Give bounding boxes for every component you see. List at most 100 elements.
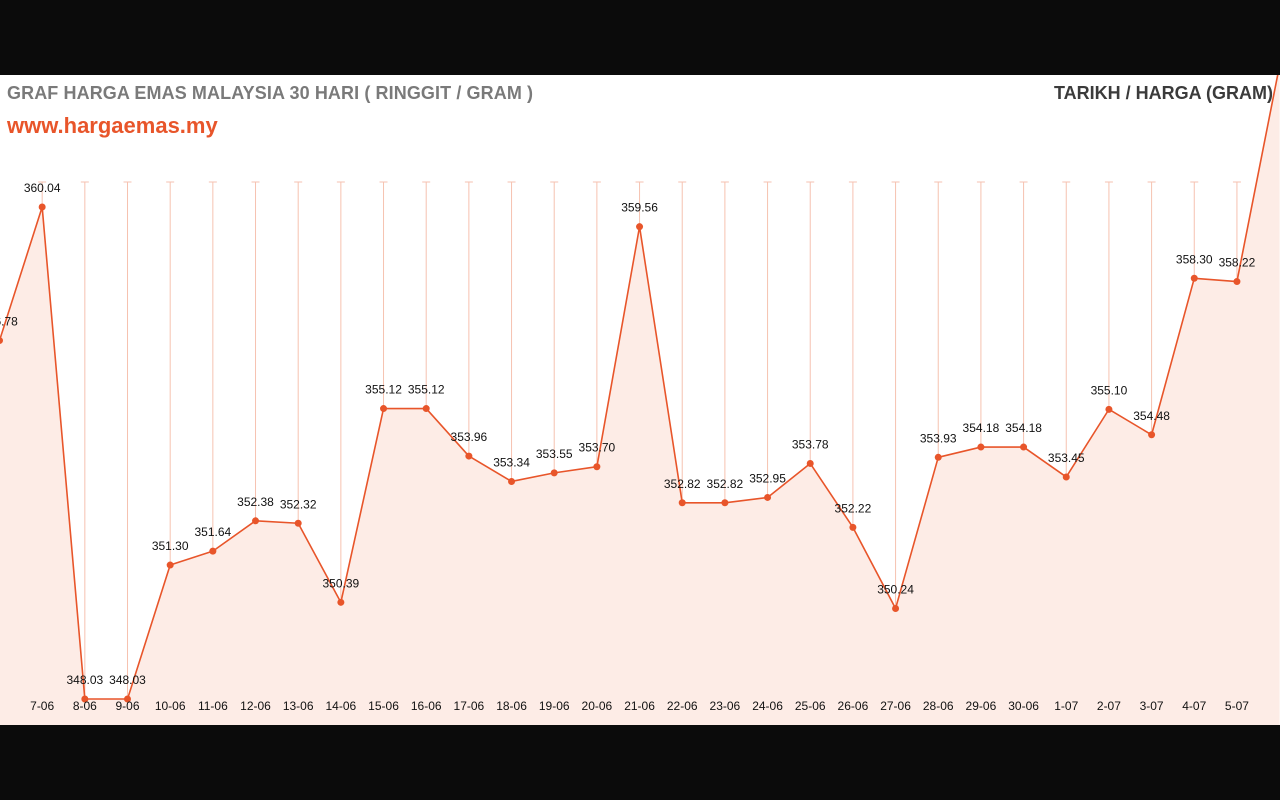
x-tick-label-17: 23-06 (710, 699, 741, 713)
data-point-17 (721, 499, 729, 507)
value-label-21: 350.24 (877, 582, 914, 596)
x-tick-label-28: 4-07 (1182, 699, 1206, 713)
value-labels-layer: 356.78 360.04 348.03 348.03 351.30 351.64 352.… (0, 181, 1256, 687)
value-label-3: 348.03 (109, 673, 146, 687)
data-point-8 (337, 598, 345, 606)
value-label-26: 355.10 (1091, 383, 1128, 397)
site-link[interactable]: www.hargaemas.my (7, 113, 218, 138)
data-points-layer (0, 203, 1241, 703)
value-label-20: 352.22 (835, 501, 872, 515)
x-tick-label-15: 21-06 (624, 699, 655, 713)
value-label-1: 360.04 (24, 181, 61, 195)
x-tick-label-18: 24-06 (752, 699, 783, 713)
data-point-9 (380, 405, 388, 413)
value-label-7: 352.32 (280, 497, 317, 511)
x-tick-label-7: 13-06 (283, 699, 314, 713)
area-fill (0, 75, 1280, 725)
x-tick-label-21: 27-06 (880, 699, 911, 713)
data-point-21 (892, 604, 900, 612)
value-label-5: 351.64 (194, 525, 231, 539)
value-label-28: 358.30 (1176, 252, 1213, 266)
data-point-3 (124, 695, 132, 703)
x-tick-label-2: 8-06 (73, 699, 97, 713)
value-label-8: 350.39 (323, 576, 360, 590)
data-point-14 (593, 463, 601, 471)
data-point-29 (1233, 278, 1241, 286)
data-point-26 (1105, 405, 1113, 413)
data-point-19 (806, 459, 814, 467)
data-point-6 (252, 517, 260, 525)
area-fill-layer (0, 75, 1280, 725)
chart-panel: GRAF HARGA EMAS MALAYSIA 30 HARI ( RINGG… (0, 75, 1280, 725)
value-label-22: 353.93 (920, 431, 957, 445)
value-label-13: 353.55 (536, 447, 573, 461)
data-point-2 (81, 695, 89, 703)
x-tick-label-12: 18-06 (496, 699, 527, 713)
x-tick-label-3: 9-06 (115, 699, 139, 713)
x-tick-label-6: 12-06 (240, 699, 271, 713)
x-tick-label-29: 5-07 (1225, 699, 1249, 713)
data-point-4 (166, 561, 174, 569)
x-tick-label-10: 16-06 (411, 699, 442, 713)
data-point-13 (550, 469, 558, 477)
data-point-27 (1148, 431, 1156, 439)
data-point-1 (38, 203, 46, 211)
value-label-2: 348.03 (66, 673, 103, 687)
x-tick-label-27: 3-07 (1140, 699, 1164, 713)
x-tick-label-9: 15-06 (368, 699, 399, 713)
x-tick-label-4: 10-06 (155, 699, 186, 713)
x-tick-label-24: 30-06 (1008, 699, 1039, 713)
x-tick-label-8: 14-06 (326, 699, 357, 713)
chart-title: GRAF HARGA EMAS MALAYSIA 30 HARI ( RINGG… (7, 83, 534, 103)
value-label-10: 355.12 (408, 383, 445, 397)
x-tick-label-23: 29-06 (966, 699, 997, 713)
value-label-15: 359.56 (621, 201, 658, 215)
data-point-11 (465, 452, 473, 460)
data-point-23 (977, 443, 985, 451)
data-point-5 (209, 547, 217, 555)
data-point-0 (0, 337, 3, 345)
data-point-12 (508, 477, 516, 485)
data-point-10 (422, 405, 430, 413)
data-point-16 (678, 499, 686, 507)
letterbox-bottom (0, 725, 1280, 800)
x-tick-label-16: 22-06 (667, 699, 698, 713)
x-tick-label-1: 7-06 (30, 699, 54, 713)
value-label-17: 352.82 (707, 477, 744, 491)
x-tick-label-19: 25-06 (795, 699, 826, 713)
data-point-24 (1020, 443, 1028, 451)
x-tick-label-26: 2-07 (1097, 699, 1121, 713)
axis-legend-label: TARIKH / HARGA (GRAM) (1054, 83, 1273, 103)
data-point-22 (934, 453, 942, 461)
data-point-15 (636, 223, 644, 231)
value-label-12: 353.34 (493, 455, 530, 469)
data-point-28 (1190, 274, 1198, 282)
x-tick-labels-layer: 7-06 8-06 9-06 10-06 11-06 12-06 13-06 14-06 15-… (30, 699, 1249, 713)
data-point-25 (1062, 473, 1070, 481)
data-point-20 (849, 523, 857, 531)
value-label-11: 353.96 (451, 430, 488, 444)
x-tick-label-20: 26-06 (838, 699, 869, 713)
data-point-7 (294, 519, 302, 527)
gold-price-chart: 356.78 360.04 348.03 348.03 351.30 351.64 352.… (0, 75, 1280, 725)
value-label-9: 355.12 (365, 383, 402, 397)
x-tick-label-11: 17-06 (454, 699, 485, 713)
value-label-25: 353.45 (1048, 451, 1085, 465)
value-label-0: 356.78 (0, 315, 18, 329)
letterbox-top (0, 0, 1280, 75)
value-label-6: 352.38 (237, 495, 274, 509)
value-label-23: 354.18 (963, 421, 1000, 435)
data-point-18 (764, 493, 772, 501)
value-label-19: 353.78 (792, 437, 829, 451)
value-label-27: 354.48 (1133, 409, 1170, 423)
x-tick-label-25: 1-07 (1054, 699, 1078, 713)
value-label-14: 353.70 (579, 441, 616, 455)
value-label-24: 354.18 (1005, 421, 1042, 435)
value-label-18: 352.95 (749, 471, 786, 485)
x-tick-label-5: 11-06 (198, 699, 228, 713)
value-label-29: 358.22 (1219, 256, 1256, 270)
x-tick-label-22: 28-06 (923, 699, 954, 713)
x-tick-label-14: 20-06 (582, 699, 613, 713)
x-tick-label-13: 19-06 (539, 699, 570, 713)
value-label-16: 352.82 (664, 477, 701, 491)
